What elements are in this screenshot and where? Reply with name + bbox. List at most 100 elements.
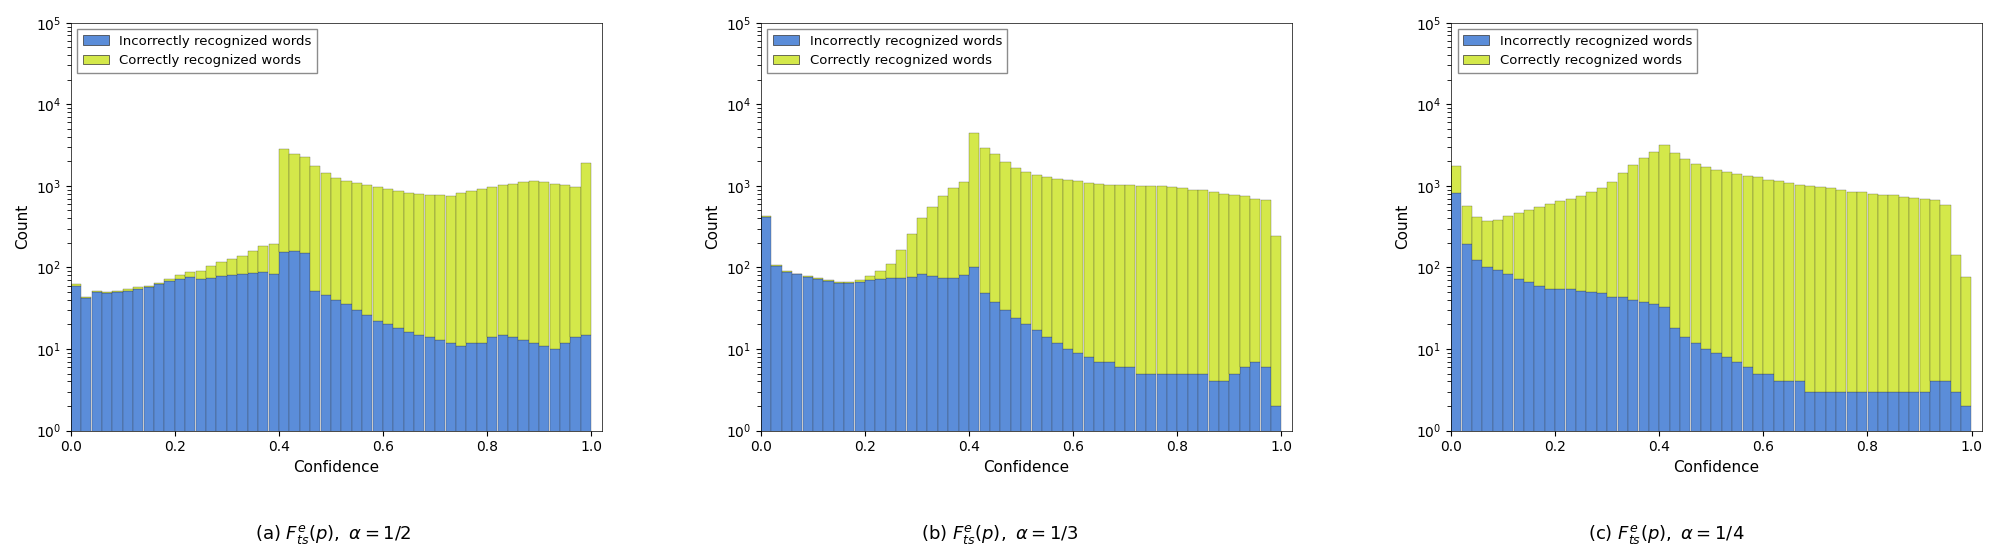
Bar (1824, 392, 1836, 552)
Bar (216, 276, 226, 552)
Bar (206, 278, 216, 552)
Bar (332, 178, 342, 300)
Bar (959, 182, 969, 275)
Bar (801, 276, 813, 277)
Bar (1471, 259, 1481, 552)
Bar (268, 274, 278, 552)
Bar (1814, 392, 1824, 552)
Bar (1115, 367, 1125, 552)
Bar (1209, 381, 1219, 552)
Bar (1219, 194, 1229, 381)
Bar (1616, 296, 1626, 552)
Bar (1678, 158, 1690, 337)
Bar (258, 272, 268, 552)
Bar (559, 343, 569, 552)
Bar (1187, 190, 1197, 374)
Bar (813, 278, 823, 279)
Bar (1041, 337, 1051, 552)
Bar (895, 278, 905, 552)
Bar (1794, 381, 1804, 552)
Bar (1626, 300, 1638, 552)
Bar (1554, 201, 1564, 289)
Bar (174, 279, 186, 552)
Bar (969, 132, 979, 267)
Bar (310, 166, 320, 290)
Bar (498, 185, 507, 335)
Bar (895, 250, 905, 278)
Bar (1187, 374, 1197, 552)
Bar (82, 298, 92, 552)
Bar (352, 183, 362, 310)
Bar (248, 251, 258, 273)
Bar (92, 290, 102, 292)
Bar (216, 262, 226, 276)
Bar (1157, 187, 1167, 374)
Bar (1544, 289, 1554, 552)
Bar (937, 278, 947, 552)
Bar (466, 343, 476, 552)
Bar (1544, 204, 1554, 289)
Bar (1125, 367, 1135, 552)
Bar (917, 218, 927, 274)
Bar (947, 188, 957, 278)
Bar (320, 295, 330, 552)
Bar (206, 267, 216, 278)
Bar (1239, 367, 1249, 552)
Bar (446, 195, 456, 343)
Bar (1908, 392, 1918, 552)
Bar (1083, 357, 1093, 552)
Bar (424, 337, 436, 552)
Bar (999, 310, 1011, 552)
Bar (1866, 392, 1876, 552)
Bar (1720, 357, 1730, 552)
Bar (1483, 221, 1493, 267)
Bar (1700, 349, 1710, 552)
Bar (833, 282, 843, 283)
Bar (134, 288, 144, 289)
Bar (507, 337, 517, 552)
Bar (394, 328, 404, 552)
Bar (1772, 182, 1782, 381)
Bar (1940, 205, 1950, 381)
Bar (476, 189, 488, 343)
Bar (1762, 374, 1772, 552)
Bar (82, 296, 92, 298)
Bar (1742, 367, 1752, 552)
Bar (947, 278, 957, 552)
Bar (1271, 406, 1281, 552)
Bar (1115, 185, 1125, 367)
Bar (1522, 210, 1532, 282)
Bar (549, 184, 559, 349)
Bar (1461, 244, 1471, 552)
Bar (1950, 255, 1960, 392)
Bar (823, 281, 833, 552)
Bar (332, 300, 342, 552)
Bar (134, 289, 144, 552)
Bar (1197, 190, 1207, 374)
Bar (1063, 349, 1073, 552)
Bar (1564, 199, 1574, 289)
Bar (466, 191, 476, 343)
Bar (1690, 164, 1700, 343)
Bar (394, 191, 404, 328)
X-axis label: Confidence: Confidence (294, 460, 380, 475)
Y-axis label: Count: Count (16, 204, 30, 250)
Bar (1502, 274, 1512, 552)
Bar (999, 162, 1011, 310)
Bar (1031, 330, 1041, 552)
Bar (937, 196, 947, 278)
Bar (875, 271, 885, 279)
Bar (1690, 343, 1700, 552)
Bar (885, 278, 895, 552)
Text: (b) $F_{ts}^{e}(p),\ \alpha = 1/3$: (b) $F_{ts}^{e}(p),\ \alpha = 1/3$ (921, 523, 1077, 546)
Bar (1596, 294, 1606, 552)
Bar (1784, 183, 1794, 381)
Bar (154, 283, 164, 284)
Y-axis label: Count: Count (705, 204, 719, 250)
Bar (907, 234, 917, 277)
Bar (196, 279, 206, 552)
Bar (1814, 187, 1824, 392)
Bar (1732, 174, 1742, 362)
Bar (384, 325, 394, 552)
Bar (1483, 267, 1493, 552)
